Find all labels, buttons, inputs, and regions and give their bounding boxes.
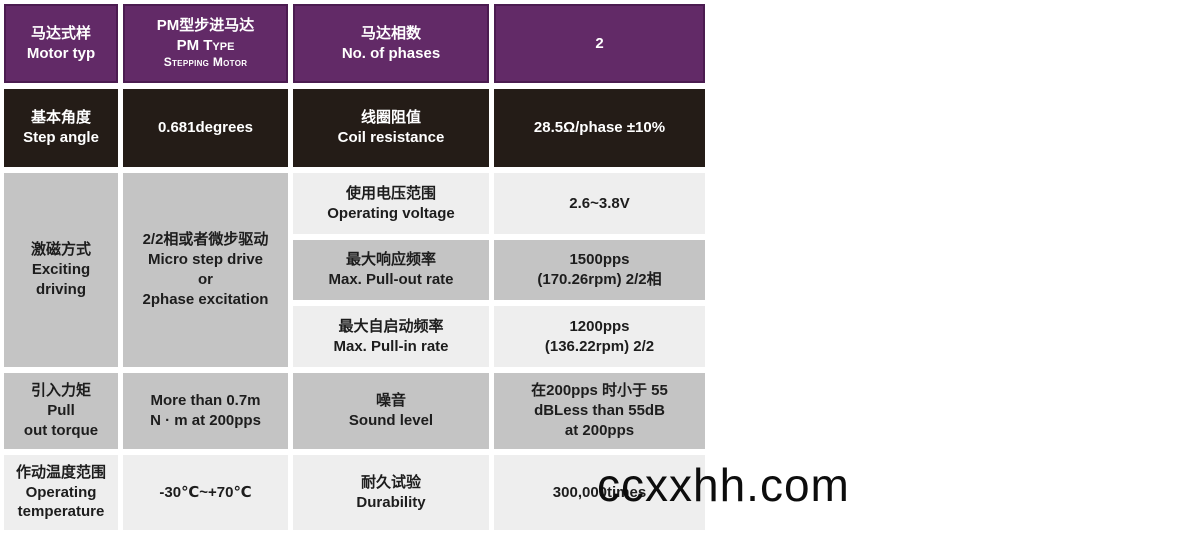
cell-pull-out-torque-label: 引入力矩 Pull out torque [4, 373, 118, 449]
cell-line-value: 300,000times [552, 483, 647, 501]
cell-line-en: Exciting [31, 261, 91, 279]
cell-line-en: PM Type [176, 36, 235, 54]
cell-line-value: (170.26rpm) 2/2相 [537, 271, 662, 288]
cell-line-en: Durability [356, 493, 426, 511]
cell-line-en: 2phase excitation [142, 290, 269, 308]
cell-line-zh: 耐久试验 [360, 473, 421, 491]
cell-line-zh: PM型步进马达 [156, 16, 255, 34]
cell-step-angle-label: 基本角度 Step angle [4, 89, 118, 167]
cell-pull-in-rate-value: 1200pps (136.22rpm) 2/2 [494, 306, 705, 367]
cell-line-zh: 2/2相或者微步驱动 [142, 231, 269, 249]
cell-line-value: dBLess than 55dB [534, 402, 665, 420]
cell-line-en: Sound level [348, 412, 434, 429]
cell-operating-temperature-value: -30℃~+70℃ [123, 455, 288, 530]
cell-phases-value: 2 [494, 4, 705, 83]
cell-line-en: out torque [23, 421, 99, 439]
cell-exciting-driving-label: 激磁方式 Exciting driving [4, 173, 118, 367]
cell-line-value: 在200pps 时小于 55 [531, 382, 668, 400]
cell-coil-resistance-value: 28.5Ω/phase ±10% [494, 89, 705, 167]
cell-pull-out-rate-label: 最大响应频率 Max. Pull-out rate [293, 240, 489, 300]
cell-line-zh: 使用电压范围 [345, 184, 436, 202]
cell-line-en: Operating [25, 483, 97, 501]
cell-step-angle-value: 0.681degrees [123, 89, 288, 167]
cell-line-value: 2 [595, 34, 604, 52]
cell-motor-type-label: 马达式样 Motor typ [4, 4, 118, 83]
cell-line-en-sub: Stepping Motor [163, 55, 248, 70]
cell-line-en: temperature [17, 503, 105, 521]
cell-line-value: (136.22rpm) 2/2 [544, 337, 655, 355]
cell-operating-voltage-label: 使用电压范围 Operating voltage [293, 173, 489, 234]
cell-line-zh: 马达相数 [360, 24, 421, 42]
cell-pull-out-rate-value: 1500pps (170.26rpm) 2/2相 [494, 240, 705, 300]
cell-line-en: Pull [47, 402, 75, 420]
cell-motor-type-value: PM型步进马达 PM Type Stepping Motor [123, 4, 288, 83]
cell-operating-temperature-label: 作动温度范围 Operating temperature [4, 455, 118, 530]
cell-line-zh: 引入力矩 [30, 382, 91, 400]
cell-line-en: Motor typ [26, 44, 96, 62]
cell-line-en: Max. Pull-out rate [328, 271, 454, 288]
cell-line-en: Operating voltage [327, 204, 455, 222]
cell-line-value: 0.681degrees [157, 119, 254, 137]
cell-line-en: Step angle [23, 129, 99, 146]
cell-line-value: 28.5Ω/phase ±10% [533, 119, 666, 137]
cell-line-zh: 作动温度范围 [15, 463, 106, 481]
cell-line-value: N · m at 200pps [150, 412, 261, 429]
cell-line-value: 1500pps [569, 251, 630, 269]
cell-line-zh: 最大响应频率 [345, 251, 436, 269]
cell-line-en: Coil resistance [337, 129, 445, 146]
cell-line-value: at 200pps [564, 421, 635, 439]
cell-line-zh: 激磁方式 [30, 241, 91, 259]
cell-durability-label: 耐久试验 Durability [293, 455, 489, 530]
cell-pull-in-rate-label: 最大自启动频率 Max. Pull-in rate [293, 306, 489, 367]
cell-line-zh: 马达式样 [30, 24, 91, 42]
cell-line-value: 2.6~3.8V [569, 194, 630, 212]
cell-line-en: driving [35, 280, 86, 298]
cell-line-zh: 最大自启动频率 [338, 317, 444, 335]
cell-coil-resistance-label: 线圈阻值 Coil resistance [293, 89, 489, 167]
cell-line-value: More than 0.7m [150, 392, 261, 410]
cell-durability-value: 300,000times [494, 455, 705, 530]
cell-line-en: No. of phases [341, 44, 441, 62]
cell-line-value: -30℃~+70℃ [159, 483, 252, 501]
cell-line-zh: 线圈阻值 [360, 109, 421, 127]
cell-line-en: Max. Pull-in rate [333, 337, 449, 355]
motor-spec-table: 马达式样 Motor typ PM型步进马达 PM Type Stepping … [4, 4, 705, 530]
cell-sound-level-label: 噪音 Sound level [293, 373, 489, 449]
cell-line-en: Micro step drive [147, 251, 264, 269]
cell-line-zh: 基本角度 [30, 109, 91, 127]
cell-line-zh: 噪音 [375, 392, 406, 410]
cell-sound-level-value: 在200pps 时小于 55 dBLess than 55dB at 200pp… [494, 373, 705, 449]
cell-phases-label: 马达相数 No. of phases [293, 4, 489, 83]
cell-pull-out-torque-value: More than 0.7m N · m at 200pps [123, 373, 288, 449]
cell-operating-voltage-value: 2.6~3.8V [494, 173, 705, 234]
cell-exciting-driving-value: 2/2相或者微步驱动 Micro step drive or 2phase ex… [123, 173, 288, 367]
cell-line-value: 1200pps [569, 317, 630, 335]
cell-line-en: or [198, 271, 213, 288]
